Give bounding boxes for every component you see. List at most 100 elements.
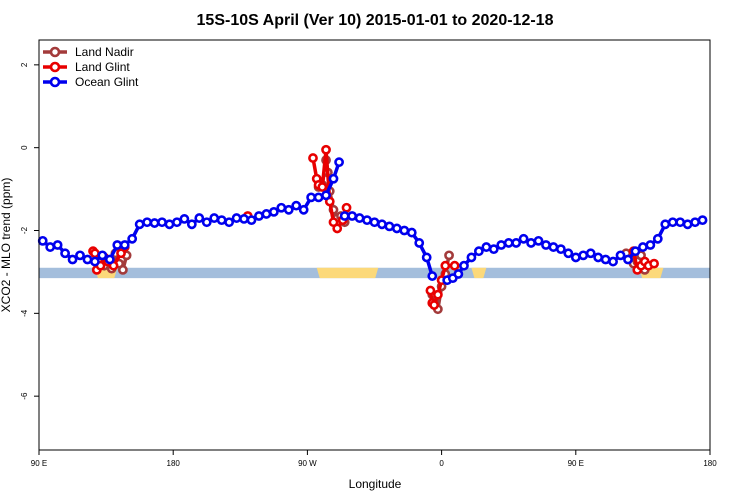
data-point <box>239 214 249 224</box>
data-point <box>449 260 460 271</box>
data-point <box>630 246 641 257</box>
data-point <box>67 254 78 265</box>
x-axis: 90 E 180 90 W 0 90 E 180 <box>31 450 717 468</box>
y-tick-label: -4 <box>20 309 29 317</box>
data-point <box>157 217 167 228</box>
data-point <box>414 238 425 248</box>
data-point <box>52 240 63 250</box>
legend-swatch-marker <box>49 61 61 73</box>
data-point <box>503 238 514 248</box>
data-point <box>134 219 145 230</box>
data-point <box>142 217 153 228</box>
chart-title: 15S-10S April (Ver 10) 2015-01-01 to 202… <box>197 12 554 29</box>
data-point <box>90 256 100 267</box>
legend-item-land-glint: Land Glint <box>43 60 130 74</box>
data-point <box>623 254 633 265</box>
data-point <box>354 213 365 223</box>
x-tick-label: 180 <box>167 459 181 468</box>
data-point <box>268 206 279 217</box>
data-point <box>660 219 671 230</box>
series-layer <box>37 144 708 315</box>
data-point <box>201 217 212 228</box>
data-point <box>690 217 700 228</box>
data-point <box>481 242 492 252</box>
y-tick-label: -6 <box>20 392 29 400</box>
series-land-glint <box>88 144 659 310</box>
x-tick-label: 180 <box>703 459 717 468</box>
plot-frame <box>38 39 711 451</box>
y-axis-label: XCO2 - MLO trend (ppm) <box>0 178 13 313</box>
data-point <box>667 217 678 228</box>
data-point <box>224 217 235 228</box>
legend-item-land-nadir: Land Nadir <box>43 45 134 59</box>
data-point <box>117 264 128 275</box>
data-point <box>548 242 559 252</box>
data-point <box>425 285 436 296</box>
data-point <box>209 213 220 223</box>
x-axis-label: Longitude <box>349 477 402 491</box>
data-point <box>585 248 596 259</box>
data-point <box>283 204 294 215</box>
data-point <box>306 192 317 203</box>
data-point <box>321 190 331 201</box>
y-axis: 2 0 -2 -4 -6 <box>20 62 39 400</box>
data-point <box>194 213 205 223</box>
data-point <box>308 153 318 163</box>
data-point <box>216 215 227 226</box>
data-point <box>313 192 324 203</box>
data-point <box>444 250 454 261</box>
data-point <box>488 244 499 255</box>
data-point <box>45 242 56 252</box>
data-point <box>649 258 659 269</box>
data-point <box>421 252 432 263</box>
data-point <box>570 252 581 263</box>
series-land-nadir <box>99 155 650 315</box>
data-point <box>172 217 182 228</box>
data-point <box>186 219 197 230</box>
x-tick-label: 90 W <box>298 459 317 468</box>
data-point <box>298 204 309 215</box>
data-point <box>332 223 343 234</box>
data-point <box>399 225 410 236</box>
data-point <box>377 219 387 230</box>
data-point <box>339 211 350 221</box>
y-tick-label: -2 <box>20 226 29 234</box>
data-point <box>511 238 522 248</box>
data-point <box>496 240 507 250</box>
data-point <box>675 217 686 228</box>
data-point <box>261 209 272 219</box>
data-point <box>453 269 464 279</box>
legend-label: Ocean Glint <box>75 75 139 89</box>
data-point <box>533 235 544 246</box>
data-point <box>593 252 604 263</box>
data-point <box>518 233 529 244</box>
data-point <box>75 250 85 261</box>
data-point <box>341 202 352 213</box>
data-point <box>276 202 287 213</box>
data-point <box>600 254 611 265</box>
data-point <box>459 260 469 271</box>
y-tick-label: 0 <box>20 145 29 150</box>
data-point <box>541 240 551 250</box>
data-point <box>645 240 656 250</box>
data-point <box>429 300 440 310</box>
data-point <box>104 254 115 265</box>
data-point <box>369 217 380 228</box>
data-point <box>246 215 257 226</box>
data-point <box>406 227 417 238</box>
data-point <box>384 221 395 232</box>
data-point <box>347 211 358 221</box>
data-point <box>615 250 626 261</box>
data-point <box>60 248 70 259</box>
data-point <box>578 250 589 261</box>
x-tick-label: 0 <box>439 459 444 468</box>
data-point <box>82 254 93 265</box>
series-line <box>41 161 341 264</box>
data-point <box>555 244 566 255</box>
data-point <box>112 240 123 250</box>
data-point <box>334 157 344 168</box>
data-point <box>37 235 48 246</box>
data-point <box>391 223 402 234</box>
